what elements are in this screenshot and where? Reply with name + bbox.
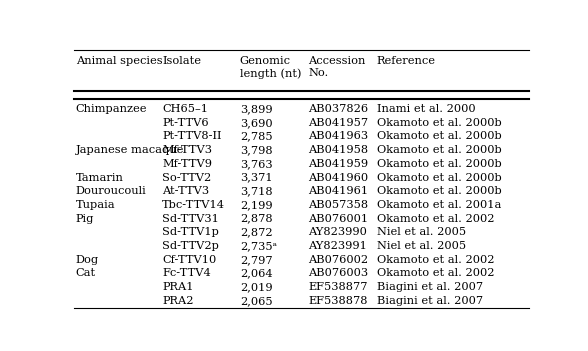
Text: Genomic
length (nt): Genomic length (nt)	[240, 56, 301, 79]
Text: Sd-TTV1p: Sd-TTV1p	[162, 227, 219, 237]
Text: AB041961: AB041961	[308, 186, 368, 196]
Text: AB076002: AB076002	[308, 255, 368, 265]
Text: AB076003: AB076003	[308, 269, 368, 278]
Text: 2,199: 2,199	[240, 200, 272, 210]
Text: Niel et al. 2005: Niel et al. 2005	[376, 241, 466, 251]
Text: CH65–1: CH65–1	[162, 104, 208, 114]
Text: At-TTV3: At-TTV3	[162, 186, 209, 196]
Text: 2,797: 2,797	[240, 255, 272, 265]
Text: AB041957: AB041957	[308, 118, 368, 128]
Text: 2,872: 2,872	[240, 227, 272, 237]
Text: Tamarin: Tamarin	[76, 173, 123, 183]
Text: AB057358: AB057358	[308, 200, 368, 210]
Text: Inami et al. 2000: Inami et al. 2000	[376, 104, 475, 114]
Text: Okamoto et al. 2000b: Okamoto et al. 2000b	[376, 186, 502, 196]
Text: Okamoto et al. 2000b: Okamoto et al. 2000b	[376, 159, 502, 169]
Text: Okamoto et al. 2002: Okamoto et al. 2002	[376, 255, 494, 265]
Text: Mf-TTV3: Mf-TTV3	[162, 145, 212, 155]
Text: 2,064: 2,064	[240, 269, 272, 278]
Text: Okamoto et al. 2000b: Okamoto et al. 2000b	[376, 173, 502, 183]
Text: Tupaia: Tupaia	[76, 200, 115, 210]
Text: Reference: Reference	[376, 56, 436, 66]
Text: Okamoto et al. 2002: Okamoto et al. 2002	[376, 214, 494, 224]
Text: So-TTV2: So-TTV2	[162, 173, 212, 183]
Text: AB041958: AB041958	[308, 145, 368, 155]
Text: AB076001: AB076001	[308, 214, 368, 224]
Text: 3,763: 3,763	[240, 159, 272, 169]
Text: Sd-TTV31: Sd-TTV31	[162, 214, 219, 224]
Text: 2,735ᵃ: 2,735ᵃ	[240, 241, 277, 251]
Text: 2,785: 2,785	[240, 132, 272, 141]
Text: 3,371: 3,371	[240, 173, 272, 183]
Text: AB041963: AB041963	[308, 132, 368, 141]
Text: 2,878: 2,878	[240, 214, 272, 224]
Text: Pt-TTV8-II: Pt-TTV8-II	[162, 132, 222, 141]
Text: AY823990: AY823990	[308, 227, 367, 237]
Text: AY823991: AY823991	[308, 241, 367, 251]
Text: Mf-TTV9: Mf-TTV9	[162, 159, 212, 169]
Text: AB037826: AB037826	[308, 104, 368, 114]
Text: Dog: Dog	[76, 255, 99, 265]
Text: Isolate: Isolate	[162, 56, 201, 66]
Text: Biagini et al. 2007: Biagini et al. 2007	[376, 296, 483, 306]
Text: 3,798: 3,798	[240, 145, 272, 155]
Text: Chimpanzee: Chimpanzee	[76, 104, 147, 114]
Text: Okamoto et al. 2000b: Okamoto et al. 2000b	[376, 118, 502, 128]
Text: EF538878: EF538878	[308, 296, 368, 306]
Text: Niel et al. 2005: Niel et al. 2005	[376, 227, 466, 237]
Text: Tbc-TTV14: Tbc-TTV14	[162, 200, 225, 210]
Text: Okamoto et al. 2000b: Okamoto et al. 2000b	[376, 132, 502, 141]
Text: AB041959: AB041959	[308, 159, 368, 169]
Text: 2,019: 2,019	[240, 282, 272, 292]
Text: 3,690: 3,690	[240, 118, 272, 128]
Text: 2,065: 2,065	[240, 296, 272, 306]
Text: Okamoto et al. 2001a: Okamoto et al. 2001a	[376, 200, 501, 210]
Text: Accession
No.: Accession No.	[308, 56, 366, 78]
Text: Douroucouli: Douroucouli	[76, 186, 146, 196]
Text: Sd-TTV2p: Sd-TTV2p	[162, 241, 219, 251]
Text: Pt-TTV6: Pt-TTV6	[162, 118, 209, 128]
Text: Cf-TTV10: Cf-TTV10	[162, 255, 216, 265]
Text: EF538877: EF538877	[308, 282, 368, 292]
Text: Animal species: Animal species	[76, 56, 162, 66]
Text: Biagini et al. 2007: Biagini et al. 2007	[376, 282, 483, 292]
Text: Okamoto et al. 2002: Okamoto et al. 2002	[376, 269, 494, 278]
Text: 3,718: 3,718	[240, 186, 272, 196]
Text: Pig: Pig	[76, 214, 94, 224]
Text: 3,899: 3,899	[240, 104, 272, 114]
Text: Japanese macaque: Japanese macaque	[76, 145, 184, 155]
Text: Cat: Cat	[76, 269, 96, 278]
Text: Fc-TTV4: Fc-TTV4	[162, 269, 211, 278]
Text: AB041960: AB041960	[308, 173, 368, 183]
Text: PRA2: PRA2	[162, 296, 194, 306]
Text: Okamoto et al. 2000b: Okamoto et al. 2000b	[376, 145, 502, 155]
Text: PRA1: PRA1	[162, 282, 194, 292]
